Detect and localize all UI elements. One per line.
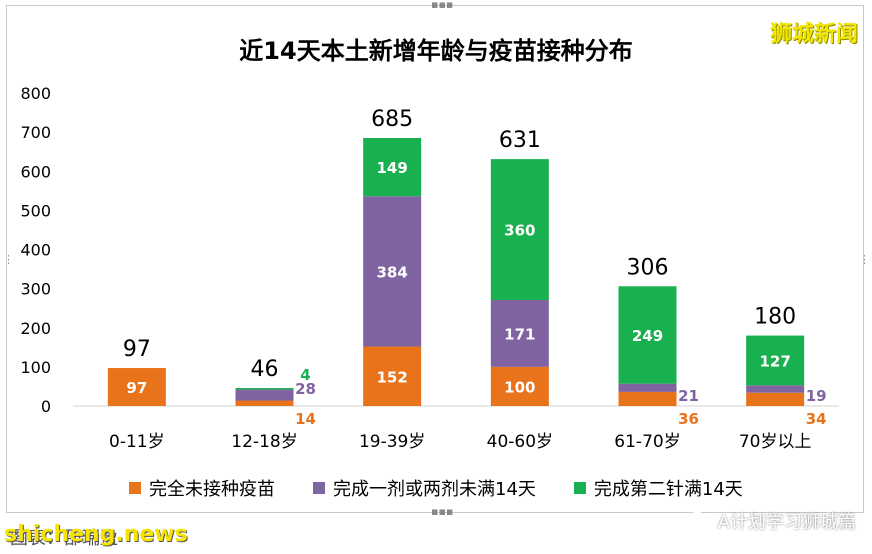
legend-label: 完成一剂或两剂未满14天 <box>333 479 536 500</box>
legend-swatch <box>573 482 586 494</box>
segment-value-label: 384 <box>377 263 408 281</box>
segment-value-label: 34 <box>806 410 827 428</box>
bar-total-label: 306 <box>627 255 669 280</box>
x-category-label: 40-60岁 <box>487 432 553 452</box>
bar-segment <box>746 392 805 406</box>
bar-segment <box>490 366 549 406</box>
segment-value-label: 152 <box>377 368 408 386</box>
account-watermark: A计划学习狮城篇 <box>687 508 856 534</box>
y-tick-label: 0 <box>41 397 51 416</box>
bar-segment <box>618 391 677 406</box>
x-category-label: 19-39岁 <box>359 432 425 452</box>
bar-segment <box>746 335 805 386</box>
chart-plot: 0 100 200 300 400 500 600 700 800 97 97 0-11岁 14 284 4… <box>20 84 839 452</box>
bar-segment <box>490 299 549 367</box>
legend-item: 完成第二针满14天 <box>573 475 743 501</box>
site-watermark: shicheng.news <box>4 522 188 547</box>
segment-value-label: 14 <box>295 410 316 428</box>
resize-handle-bottom[interactable]: ▪▪▪ <box>431 505 454 518</box>
x-category-label: 12-18岁 <box>231 432 297 452</box>
bar-total-label: 685 <box>371 107 413 132</box>
x-category-label: 61-70岁 <box>614 432 680 452</box>
segment-value-label: 19 <box>806 387 827 405</box>
resize-handle-left[interactable]: ⋮ <box>3 253 14 266</box>
segment-value-label: 171 <box>504 325 535 343</box>
y-tick-label: 100 <box>20 358 51 377</box>
bar-total-label: 180 <box>754 305 796 330</box>
segment-value-label: 127 <box>760 352 791 370</box>
legend-label: 完全未接种疫苗 <box>149 479 275 500</box>
legend-swatch <box>313 482 325 494</box>
segment-value-label: 97 <box>126 379 147 397</box>
y-tick-label: 800 <box>20 84 51 103</box>
bar-segment <box>490 159 549 300</box>
x-category-label: 70岁以上 <box>739 432 812 452</box>
segment-value-label: 21 <box>678 387 699 405</box>
y-tick-label: 600 <box>20 162 51 181</box>
y-tick-label: 500 <box>20 201 51 220</box>
bar-segment <box>618 383 677 392</box>
segment-value-label: 249 <box>632 327 663 345</box>
chart-frame: ▪▪▪ ▪▪▪ ⋮ ⋮ 近14天本土新增年龄与疫苗接种分布 0 100 200 300… <box>3 0 870 518</box>
y-tick-label: 400 <box>20 241 51 260</box>
y-tick-label: 300 <box>20 280 51 299</box>
source-credit: 图表：邵瑞盈 <box>10 528 118 549</box>
legend-item: 完全未接种疫苗 <box>129 475 275 501</box>
bar-total-label: 631 <box>499 128 541 153</box>
bar-segment <box>363 196 422 347</box>
segment-value-label: 360 <box>504 222 535 240</box>
bar-total-label: 97 <box>123 337 151 362</box>
segment-value-label: 100 <box>504 378 535 396</box>
bar-segment <box>235 389 294 401</box>
chart-legend: 完全未接种疫苗 完成一剂或两剂未满14天 完成第二针满14天 <box>129 476 743 500</box>
legend-item: 完成一剂或两剂未满14天 <box>313 475 536 501</box>
bar-segment <box>618 286 677 384</box>
y-tick-label: 700 <box>20 123 51 142</box>
chart-title: 近14天本土新增年龄与疫苗接种分布 <box>239 37 633 65</box>
x-category-label: 0-11岁 <box>109 432 165 452</box>
segment-value-label: 36 <box>678 410 699 428</box>
segment-value-label: 4 <box>300 366 310 384</box>
bar-segment <box>746 385 805 393</box>
legend-swatch <box>129 482 141 494</box>
resize-handle-top[interactable]: ▪▪▪ <box>431 0 454 11</box>
wechat-icon <box>687 511 712 531</box>
bar-segment <box>235 400 294 406</box>
segment-value-label: 149 <box>377 159 408 177</box>
bar-segment <box>107 368 166 406</box>
bar-segment <box>235 388 294 390</box>
legend-label: 完成第二针满14天 <box>593 479 743 500</box>
bar-total-label: 46 <box>251 357 279 382</box>
segment-value-label: 28 <box>295 380 316 398</box>
y-tick-label: 200 <box>20 319 51 338</box>
account-name: A计划学习狮城篇 <box>717 512 856 533</box>
brand-watermark: 狮城新闻 <box>769 22 858 47</box>
resize-handle-right[interactable]: ⋮ <box>859 253 870 266</box>
bar-segment <box>363 346 422 406</box>
bar-segment <box>363 137 422 197</box>
